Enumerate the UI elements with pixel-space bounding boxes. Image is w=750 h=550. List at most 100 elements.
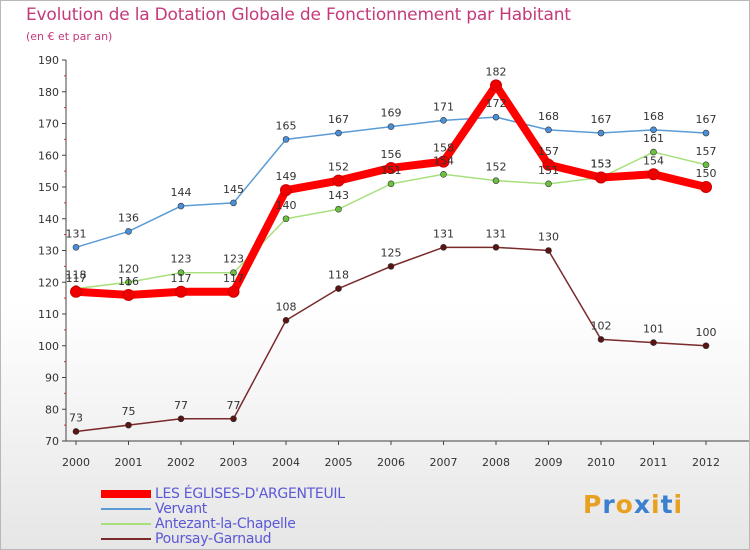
data-point <box>227 285 240 298</box>
x-tick-label: 2002 <box>167 456 195 469</box>
y-tick-label: 110 <box>38 308 59 321</box>
x-tick-label: 2008 <box>482 456 510 469</box>
data-label: 182 <box>486 65 507 78</box>
data-point <box>385 161 397 174</box>
data-point <box>335 285 342 292</box>
data-point <box>702 129 710 137</box>
data-point <box>230 415 237 423</box>
x-tick-label: 2006 <box>377 456 405 469</box>
data-label: 171 <box>433 100 454 113</box>
x-tick-label: 2009 <box>535 456 563 469</box>
data-point <box>440 244 447 251</box>
data-point <box>545 126 552 134</box>
logo-letter: r <box>602 490 616 519</box>
data-label: 102 <box>591 319 612 332</box>
logo-letter: t <box>660 490 674 519</box>
x-tick-label: 2003 <box>220 456 248 469</box>
data-label: 100 <box>696 326 717 339</box>
data-label: 77 <box>227 399 241 412</box>
data-label: 117 <box>66 272 87 285</box>
y-tick-label: 90 <box>45 372 59 385</box>
data-label: 157 <box>538 145 559 158</box>
data-point <box>280 184 292 197</box>
y-tick-label: 190 <box>38 54 59 67</box>
data-point <box>597 129 605 137</box>
data-label: 149 <box>276 170 297 183</box>
data-label: 131 <box>433 227 454 240</box>
data-label: 140 <box>276 199 297 212</box>
y-tick-label: 100 <box>38 340 59 353</box>
data-point <box>125 421 132 429</box>
y-tick-label: 170 <box>38 118 59 131</box>
legend-swatch-les-eglises <box>101 490 151 498</box>
y-tick-label: 160 <box>38 149 59 162</box>
data-label: 123 <box>171 253 192 266</box>
data-label: 77 <box>174 399 188 412</box>
legend-label-les-eglises: LES ÉGLISES-D'ARGENTEUIL <box>155 486 345 502</box>
legend-swatch-vervant <box>101 508 151 510</box>
data-point <box>387 180 395 188</box>
y-tick-label: 130 <box>38 245 59 258</box>
legend-label-vervant: Vervant <box>155 501 207 517</box>
data-label: 150 <box>696 167 717 180</box>
data-label: 145 <box>223 183 244 196</box>
data-label: 167 <box>328 113 349 126</box>
y-tick-label: 180 <box>38 86 59 99</box>
data-label: 152 <box>328 161 349 174</box>
data-label: 165 <box>276 119 297 132</box>
data-point <box>437 155 450 168</box>
logo-letter: i <box>673 490 684 519</box>
data-point <box>702 161 710 169</box>
data-label: 101 <box>643 323 664 336</box>
y-tick-label: 70 <box>45 435 59 448</box>
data-label: 108 <box>276 300 297 313</box>
data-point <box>125 228 132 235</box>
logo-letter: x <box>633 490 651 519</box>
data-label: 169 <box>381 107 402 120</box>
data-point <box>647 168 660 181</box>
data-point <box>177 415 185 423</box>
data-label: 131 <box>66 227 87 240</box>
legend-label-antezant: Antezant-la-Chapelle <box>155 516 296 532</box>
data-label: 117 <box>223 272 244 285</box>
x-tick-label: 2010 <box>587 456 615 469</box>
data-point <box>72 244 80 251</box>
data-label: 161 <box>643 132 664 145</box>
data-point <box>72 428 80 435</box>
data-point <box>387 263 395 270</box>
data-label: 154 <box>643 154 664 167</box>
data-label: 153 <box>591 157 612 170</box>
data-label: 167 <box>591 113 612 126</box>
data-label: 123 <box>223 253 244 266</box>
data-point <box>597 336 605 343</box>
y-tick-label: 80 <box>45 403 59 416</box>
x-tick-label: 2007 <box>430 456 458 469</box>
data-label: 144 <box>171 186 192 199</box>
data-label: 118 <box>66 269 87 282</box>
data-point <box>650 339 657 346</box>
data-point <box>440 171 447 178</box>
data-point <box>595 171 607 184</box>
data-point <box>282 215 290 223</box>
legend-swatch-antezant <box>101 523 151 525</box>
legend-swatch-poursay <box>101 538 151 540</box>
data-label: 154 <box>433 154 454 167</box>
data-label: 168 <box>538 110 559 123</box>
data-point <box>335 129 342 137</box>
data-point <box>545 180 552 188</box>
data-label: 157 <box>696 145 717 158</box>
x-tick-label: 2001 <box>115 456 143 469</box>
data-label: 168 <box>643 110 664 123</box>
data-point <box>650 148 657 156</box>
y-tick-label: 140 <box>38 213 59 226</box>
data-point <box>125 278 132 286</box>
data-label: 158 <box>433 142 454 155</box>
data-point <box>177 269 185 277</box>
data-label: 116 <box>118 275 139 288</box>
data-label: 73 <box>69 411 83 424</box>
data-point <box>282 136 290 143</box>
logo-letter: i <box>651 490 661 519</box>
data-point <box>70 285 82 298</box>
data-point <box>230 269 237 277</box>
legend-label-poursay: Poursay-Garnaud <box>155 531 272 547</box>
